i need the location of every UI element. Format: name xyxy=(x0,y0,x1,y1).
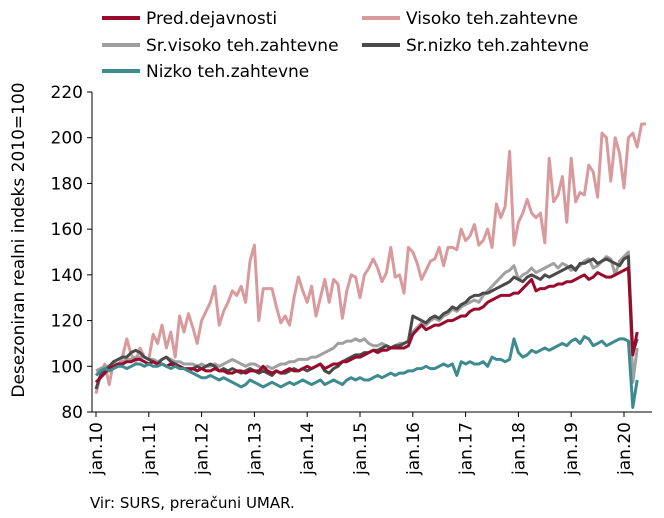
series-line-sr-visoko-teh-zahtevne xyxy=(95,250,639,384)
legend-label-sr-visoko-teh-zahtevne: Sr.visoko teh.zahtevne xyxy=(146,36,339,56)
x-tick-label: jan.16 xyxy=(404,422,424,476)
y-ticks: 80 100 120 140 160 180 200 220 xyxy=(51,83,92,423)
y-tick-label: 160 xyxy=(51,220,83,240)
legend: Pred.dejavnosti Visoko teh.zahtevne Sr.v… xyxy=(102,9,589,82)
y-tick-label: 220 xyxy=(51,83,83,103)
legend-item-sr-visoko-teh-zahtevne: Sr.visoko teh.zahtevne xyxy=(102,36,339,56)
x-tick-label: jan.11 xyxy=(140,422,160,476)
y-tick-label: 140 xyxy=(51,266,83,286)
source-note: Vir: SURS, preračuni UMAR. xyxy=(90,494,295,512)
x-tick-label: jan.20 xyxy=(615,422,635,476)
legend-label-sr-nizko-teh-zahtevne: Sr.nizko teh.zahtevne xyxy=(406,36,589,56)
y-tick-label: 180 xyxy=(51,174,83,194)
x-tick-label: jan.13 xyxy=(245,422,265,476)
series-lines xyxy=(94,122,646,409)
legend-item-visoko-teh-zahtevne: Visoko teh.zahtevne xyxy=(362,9,578,29)
legend-item-pred-dejavnosti: Pred.dejavnosti xyxy=(102,9,277,29)
y-tick-label: 120 xyxy=(51,312,83,332)
x-tick-label: jan.14 xyxy=(298,422,318,476)
legend-label-pred-dejavnosti: Pred.dejavnosti xyxy=(146,9,277,29)
x-tick-label: jan.18 xyxy=(509,422,529,476)
legend-item-nizko-teh-zahtevne: Nizko teh.zahtevne xyxy=(102,62,309,82)
x-tick-label: jan.17 xyxy=(457,422,477,476)
series-line-nizko-teh-zahtevne xyxy=(94,335,639,409)
series-line-sr-nizko-teh-zahtevne xyxy=(94,255,639,390)
y-axis-title: Desezoniran realni indeks 2010=100 xyxy=(9,82,29,397)
x-tick-label: jan.12 xyxy=(193,422,213,476)
legend-label-visoko-teh-zahtevne: Visoko teh.zahtevne xyxy=(406,9,578,29)
series-line-visoko-teh-zahtevne xyxy=(94,122,646,395)
y-tick-label: 80 xyxy=(61,403,83,423)
x-tick-label: jan.15 xyxy=(351,422,371,476)
x-tick-label: jan.19 xyxy=(562,422,582,476)
x-tick-label: jan.10 xyxy=(87,422,107,476)
legend-label-nizko-teh-zahtevne: Nizko teh.zahtevne xyxy=(146,62,309,82)
y-tick-label: 100 xyxy=(51,357,83,377)
x-ticks: jan.10 jan.11 jan.12 jan.13 jan.14 jan.15 jan.… xyxy=(87,412,635,476)
legend-item-sr-nizko-teh-zahtevne: Sr.nizko teh.zahtevne xyxy=(362,36,589,56)
y-tick-label: 200 xyxy=(51,129,83,149)
